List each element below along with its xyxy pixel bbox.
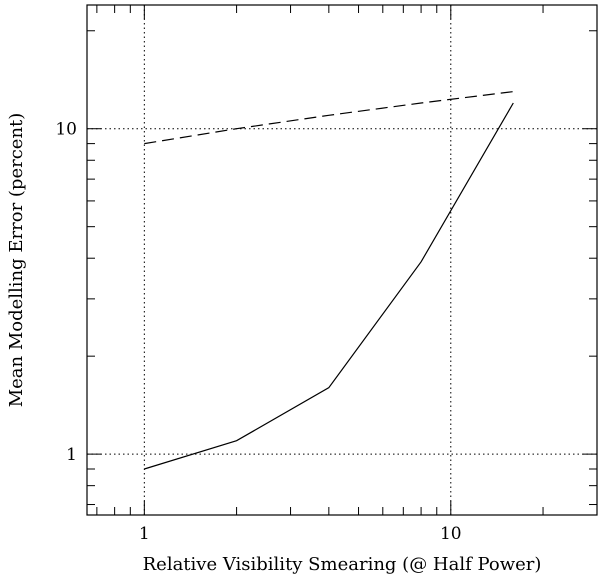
dashed-series-line bbox=[144, 91, 514, 145]
x-axis-label: Relative Visibility Smearing (@ Half Pow… bbox=[143, 554, 542, 575]
tick-labels: 1 10 1 10 bbox=[55, 120, 461, 544]
solid-series-line bbox=[144, 102, 514, 470]
y-tick-label: 10 bbox=[55, 120, 77, 140]
grid-lines bbox=[87, 5, 597, 515]
x-tick-label: 10 bbox=[440, 524, 462, 544]
x-tick-label: 1 bbox=[139, 524, 150, 544]
series-lines bbox=[144, 91, 514, 470]
plot-frame bbox=[86, 4, 598, 516]
y-tick-label: 1 bbox=[66, 445, 77, 465]
minor-ticks bbox=[87, 5, 598, 515]
y-axis-label: Mean Modelling Error (percent) bbox=[6, 113, 27, 408]
